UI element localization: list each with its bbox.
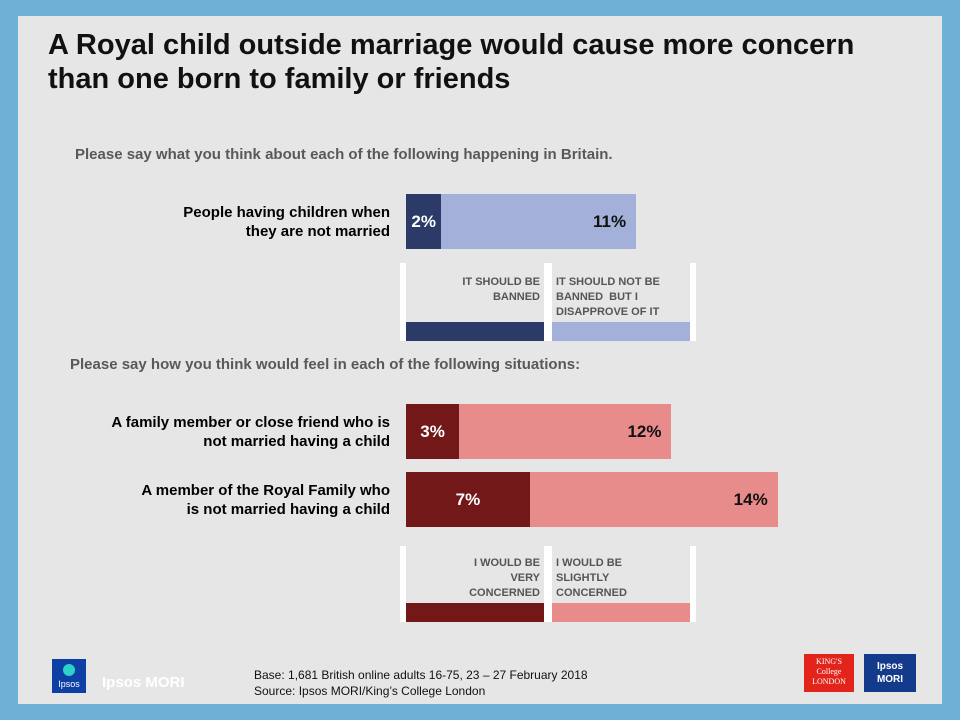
data-label: 14%: [733, 490, 768, 509]
legend-item: IT SHOULD NOT BE BANNED BUT I DISAPPROVE…: [546, 263, 696, 341]
category-label: A member of the Royal Family who is not …: [141, 482, 390, 518]
legend-item: IT SHOULD BE BANNED: [400, 263, 550, 341]
chart-question-2: Please say how you think would feel in e…: [70, 356, 581, 373]
bar-segment: [529, 472, 778, 527]
category-label: People having children when they are not…: [183, 204, 390, 240]
data-label: 3%: [420, 422, 445, 441]
legend-item: I WOULD BE SLIGHTLY CONCERNED: [546, 546, 696, 622]
ipsos-logo-dot: [63, 664, 75, 676]
ipsos-mori-logo-text: Ipsos MORI: [876, 661, 904, 685]
legend-swatch: [552, 603, 690, 622]
kings-college-logo: KING'S College LONDON: [804, 654, 854, 692]
bar-segment: [406, 194, 442, 249]
bar-segment: [406, 472, 530, 527]
ipsos-logo-text: Ipsos: [58, 679, 80, 689]
legend-label: I WOULD BE SLIGHTLY CONCERNED: [556, 557, 627, 599]
ipsos-mori-logo: Ipsos MORI: [864, 654, 916, 692]
data-label: 7%: [455, 490, 481, 509]
page-title: A Royal child outside marriage would cau…: [48, 29, 855, 95]
bar-segment: [459, 404, 672, 459]
bar-segment: [406, 404, 460, 459]
legend-item: I WOULD BE VERY CONCERNED: [400, 546, 550, 622]
legend-swatch: [406, 322, 544, 341]
legend-label: IT SHOULD NOT BE BANNED BUT I DISAPPROVE…: [556, 276, 660, 318]
data-label: 11%: [592, 212, 627, 231]
legend-label: I WOULD BE VERY CONCERNED: [469, 557, 540, 599]
legend-swatch: [552, 322, 690, 341]
data-label: 2%: [411, 212, 436, 231]
kings-college-logo-text: KING'S College LONDON: [812, 657, 846, 686]
footer-base-note: Base: 1,681 British online adults 16-75,…: [254, 668, 588, 682]
chart-question-1: Please say what you think about each of …: [75, 146, 613, 163]
footer-source-note: Source: Ipsos MORI/King’s College London: [254, 684, 486, 698]
legend-swatch: [406, 603, 544, 622]
ipsos-logo: Ipsos: [52, 659, 86, 693]
bar-segment: [441, 194, 637, 249]
category-label: A family member or close friend who is n…: [111, 414, 390, 450]
ipsos-brand-text: Ipsos MORI: [102, 674, 185, 691]
data-label: 12%: [627, 422, 662, 441]
legend-label: IT SHOULD BE BANNED: [462, 276, 540, 303]
